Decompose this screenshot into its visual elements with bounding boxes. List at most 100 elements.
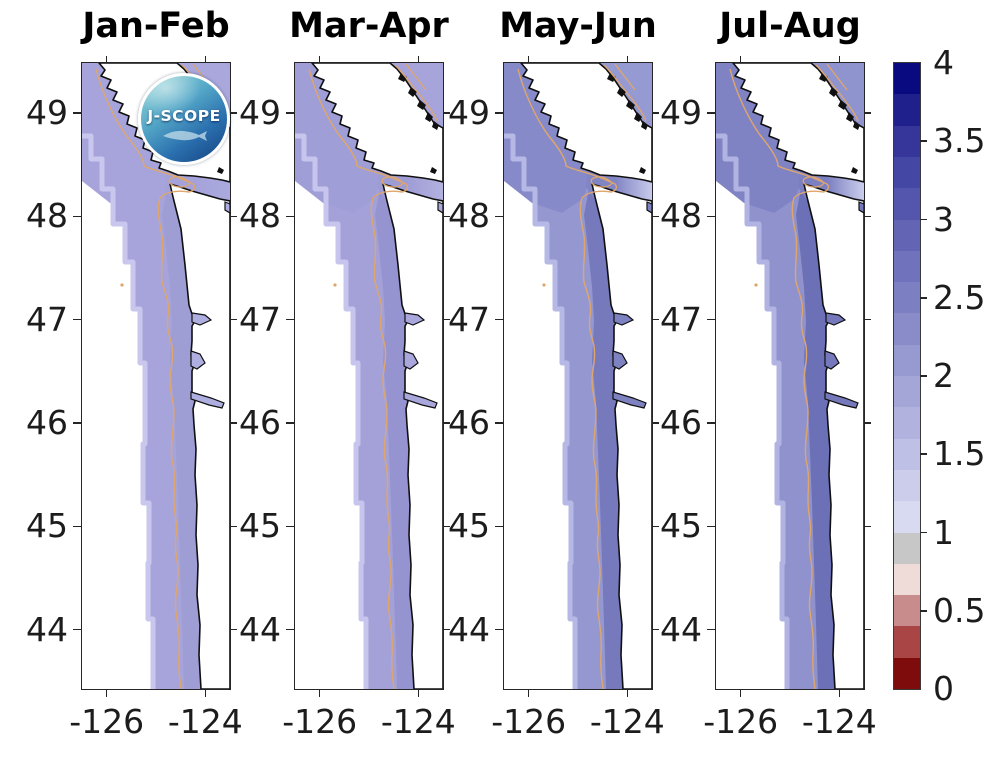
colorbar-tick-label: 3.5 — [933, 121, 986, 161]
estuary-water — [224, 201, 230, 214]
island — [829, 87, 838, 97]
fish-icon — [161, 129, 209, 143]
y-axis-tick — [707, 318, 716, 321]
y-axis-tick — [652, 525, 659, 528]
y-axis-tick — [707, 525, 716, 528]
island — [417, 100, 426, 110]
y-axis-tick — [230, 318, 237, 321]
colorbar-tick-label: 0.5 — [933, 590, 986, 630]
x-axis-label: -126 — [282, 702, 358, 741]
y-axis-label: 49 — [26, 93, 68, 132]
y-axis-tick — [230, 628, 237, 631]
x-axis-tick — [204, 56, 207, 63]
x-axis-tick — [527, 56, 530, 63]
x-axis-label: -124 — [167, 702, 243, 741]
colorbar-tick-label: 2 — [933, 356, 954, 395]
estuary-water — [403, 391, 438, 409]
y-axis-tick — [707, 112, 716, 114]
panel-title: Jul-Aug — [719, 6, 861, 46]
map-panel-may-jun: May-Jun 49 48 47 46 45 44 -126 -124 — [448, 7, 665, 739]
island — [838, 100, 847, 110]
y-axis-tick — [73, 215, 82, 218]
colorbar-tick — [920, 531, 927, 534]
y-axis-tick — [443, 628, 450, 631]
estuary-water — [646, 201, 652, 214]
island — [626, 100, 635, 110]
island — [607, 73, 616, 82]
x-axis-tick — [204, 689, 207, 697]
colorbar-tick — [920, 453, 927, 456]
y-axis-tick — [707, 215, 716, 218]
colorbar-tick-label: 2.5 — [933, 277, 986, 317]
y-axis-tick — [73, 422, 82, 424]
map-panel-mar-apr: Mar-Apr 49 48 47 46 45 44 -126 -124 — [239, 7, 456, 739]
y-axis-tick — [230, 215, 237, 218]
x-axis-label: -126 — [703, 702, 779, 741]
x-axis-label: -124 — [380, 702, 456, 741]
colorbar: 4 3.5 3 2.5 2 1.5 1 0.5 0 — [893, 46, 985, 706]
georgia-contour-line — [603, 63, 647, 122]
x-axis-tick — [739, 689, 742, 697]
y-axis-tick — [73, 525, 82, 528]
y-axis-tick — [652, 628, 659, 631]
y-axis-label: 46 — [660, 403, 702, 442]
y-axis-tick — [652, 318, 659, 321]
y-axis-tick — [864, 525, 871, 528]
panel-title: May-Jun — [499, 6, 657, 46]
x-axis-tick — [105, 56, 108, 63]
y-axis-tick — [443, 422, 450, 424]
island — [425, 112, 433, 122]
contour-dot — [333, 283, 337, 287]
y-axis-label: 47 — [660, 299, 702, 339]
x-axis-tick — [417, 56, 420, 63]
y-axis-tick — [707, 628, 716, 631]
y-axis-tick — [652, 112, 659, 114]
coastal-shelf-water — [375, 183, 421, 689]
estuary-water — [824, 391, 859, 409]
y-axis-tick — [864, 215, 871, 218]
colorbar-tick-label: 3 — [933, 199, 954, 239]
y-axis-tick — [286, 318, 295, 321]
colorbar-level — [894, 156, 920, 189]
y-axis-tick — [652, 215, 659, 218]
island — [430, 167, 437, 174]
y-axis-tick — [286, 525, 295, 528]
y-axis-tick — [73, 318, 82, 321]
colorbar-level — [894, 595, 920, 627]
x-axis-tick — [417, 689, 420, 697]
y-axis-tick — [286, 112, 295, 114]
colorbar-level — [894, 344, 920, 377]
domain-edge-halo — [716, 133, 790, 689]
colorbar-tick — [920, 375, 927, 377]
panel-title: Mar-Apr — [289, 6, 449, 46]
estuary-water — [858, 201, 864, 214]
domain-edge-halo — [504, 133, 578, 689]
y-axis-label: 47 — [26, 299, 68, 339]
colorbar-level — [894, 407, 920, 440]
colorbar-level — [894, 219, 920, 252]
y-axis-label: 49 — [448, 93, 490, 132]
colorbar-tick-label: 1 — [933, 512, 954, 552]
strait-contour-loop — [381, 176, 404, 188]
y-axis-tick — [864, 112, 871, 114]
x-axis-label: -124 — [801, 702, 877, 741]
jscope-logo-text: J-SCOPE — [147, 107, 221, 125]
y-axis-label: 49 — [239, 93, 281, 132]
y-axis-label: 48 — [26, 196, 68, 236]
island — [617, 87, 626, 97]
y-axis-tick — [495, 112, 504, 114]
coastal-shelf-water — [584, 183, 630, 689]
colorbar-level — [894, 94, 920, 127]
y-axis-tick — [73, 112, 82, 114]
jscope-logo: J-SCOPE — [138, 73, 230, 165]
colorbar-level — [894, 125, 920, 158]
colorbar-level — [894, 376, 920, 408]
y-axis-tick — [230, 112, 237, 114]
y-axis-label: 46 — [239, 403, 281, 442]
island — [634, 112, 642, 122]
georgia-contour-line — [394, 63, 438, 122]
y-axis-tick — [864, 628, 871, 631]
panel-title: Jan-Feb — [82, 6, 230, 46]
coastal-shelf-water — [796, 183, 842, 689]
